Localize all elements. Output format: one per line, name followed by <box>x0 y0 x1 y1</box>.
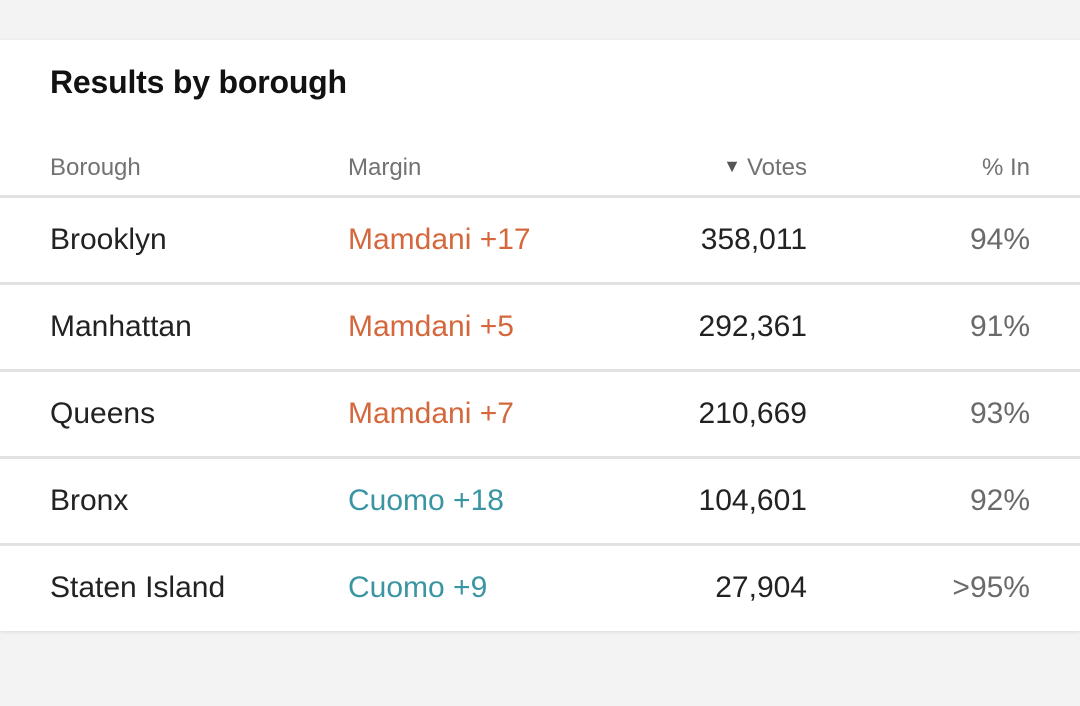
votes-value: 104,601 <box>698 484 807 517</box>
votes-value: 292,361 <box>698 310 807 343</box>
margin-value: Cuomo +9 <box>348 571 488 604</box>
borough-name: Brooklyn <box>50 223 167 256</box>
margin-value: Mamdani +17 <box>348 223 531 256</box>
results-card <box>0 40 1080 631</box>
pct-in-value: 93% <box>969 397 1030 430</box>
borough-name: Queens <box>50 397 156 430</box>
table-row: Bronx Cuomo +18 104,601 92% <box>0 456 1080 543</box>
votes-value: 358,011 <box>700 223 807 256</box>
margin-value: Mamdani +7 <box>348 397 514 430</box>
borough-name: Manhattan <box>50 310 192 343</box>
borough-name: Bronx <box>50 484 129 517</box>
table-row: Queens Mamdani +7 210,669 93% <box>0 369 1080 456</box>
margin-value: Mamdani +5 <box>348 310 514 343</box>
votes-value: 210,669 <box>698 397 807 430</box>
table-row: Manhattan Mamdani +5 292,361 91% <box>0 282 1080 369</box>
column-header-votes[interactable]: ▼ Votes <box>723 150 807 187</box>
margin-value: Cuomo +18 <box>348 484 504 517</box>
column-header-borough[interactable]: Borough <box>50 154 141 181</box>
borough-name: Staten Island <box>50 571 226 604</box>
column-header-votes-label: Votes <box>746 154 807 181</box>
table-row: Brooklyn Mamdani +17 358,011 94% <box>0 195 1080 282</box>
pct-in-value: 91% <box>969 310 1030 343</box>
pct-in-value: >95% <box>952 571 1030 604</box>
votes-value: 27,904 <box>715 571 807 604</box>
sort-descending-icon: ▼ <box>723 156 741 176</box>
column-header-margin[interactable]: Margin <box>348 154 422 181</box>
table-header: Borough Margin ▼ Votes % In <box>0 150 1080 194</box>
column-header-pct-in[interactable]: % In <box>981 154 1030 181</box>
table-title: Results by borough <box>50 64 347 100</box>
results-table-body: Brooklyn Mamdani +17 358,011 94% Manhatt… <box>0 195 1080 630</box>
table-row: Staten Island Cuomo +9 27,904 >95% <box>0 543 1080 630</box>
pct-in-value: 92% <box>969 484 1030 517</box>
pct-in-value: 94% <box>969 223 1030 256</box>
